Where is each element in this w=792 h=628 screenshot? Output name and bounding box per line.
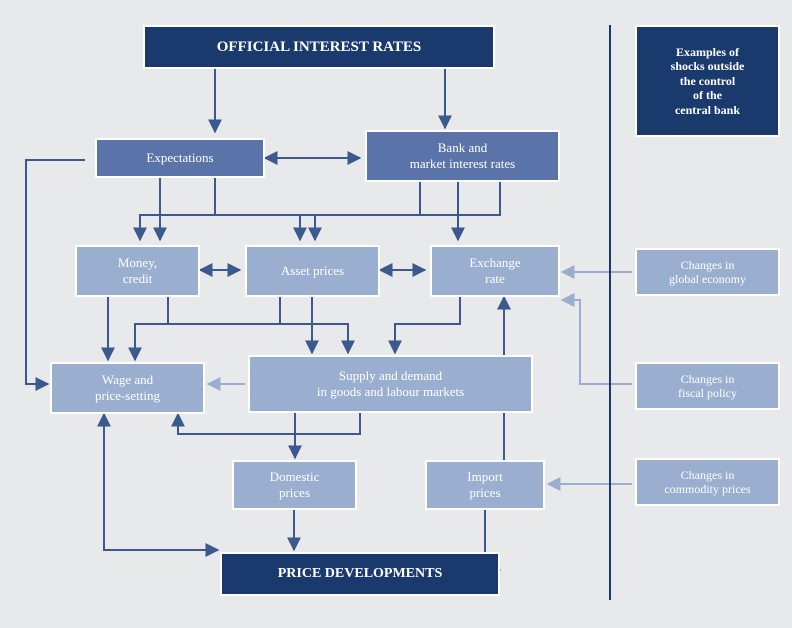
node-shock-fiscal: Changes infiscal policy [635, 362, 780, 410]
edge [168, 297, 348, 353]
node-domestic-prices: Domesticprices [232, 460, 357, 510]
edge [395, 297, 460, 353]
edge [140, 182, 420, 240]
vertical-divider [609, 25, 611, 600]
node-price-dev: PRICE DEVELOPMENTS [220, 552, 500, 596]
node-wage-price: Wage andprice-setting [50, 362, 205, 414]
edge [300, 182, 500, 240]
edge [178, 413, 360, 434]
edge [215, 178, 315, 240]
node-official-rates: OFFICIAL INTEREST RATES [143, 25, 495, 69]
node-expectations: Expectations [95, 138, 265, 178]
edge [562, 300, 632, 384]
node-shocks-title: Examples ofshocks outsidethe controlof t… [635, 25, 780, 137]
edge [104, 414, 218, 550]
node-shock-commodity: Changes incommodity prices [635, 458, 780, 506]
node-asset-prices: Asset prices [245, 245, 380, 297]
node-bank-rates: Bank andmarket interest rates [365, 130, 560, 182]
node-exchange-rate: Exchangerate [430, 245, 560, 297]
edge [135, 297, 280, 360]
node-money-credit: Money,credit [75, 245, 200, 297]
node-supply-demand: Supply and demandin goods and labour mar… [248, 355, 533, 413]
node-import-prices: Importprices [425, 460, 545, 510]
node-shock-global: Changes inglobal economy [635, 248, 780, 296]
